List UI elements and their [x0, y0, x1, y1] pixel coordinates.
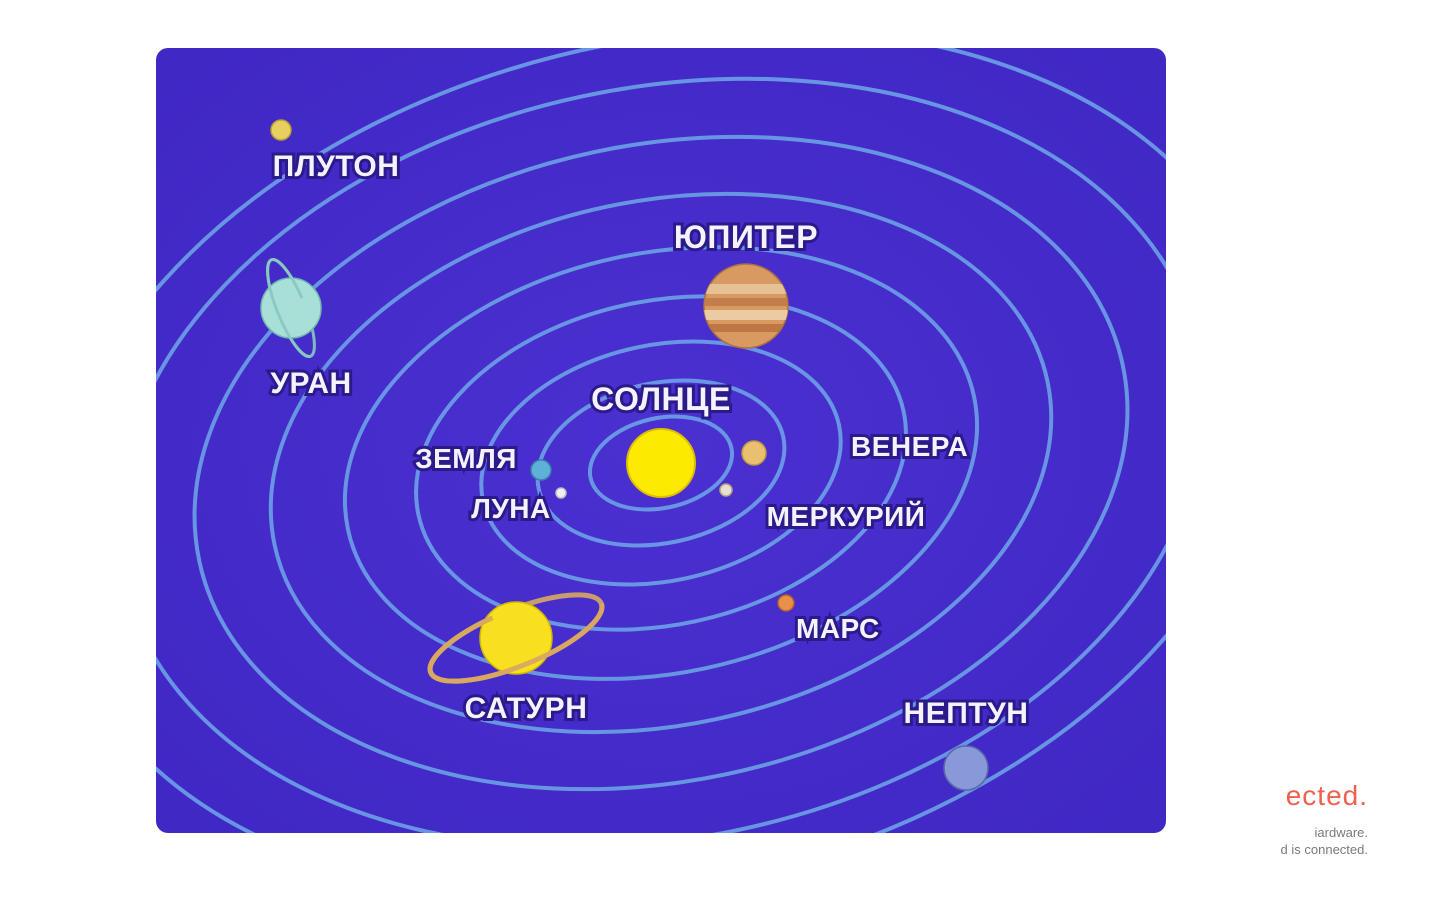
body-нептун: [944, 746, 988, 790]
footer-red-fragment: ected.: [1286, 780, 1368, 812]
body-юпитер: [704, 264, 788, 348]
body-земля: [531, 460, 551, 480]
sun-label: СОЛНЦЕ: [591, 381, 731, 417]
body-марс: [778, 595, 794, 611]
body-меркурий: [720, 484, 732, 496]
diagram-svg: СОЛНЦЕ МЕРКУРИЙ ВЕНЕРА ЗЕМЛЯ ЛУНА МАРС ЮПИТЕР С…: [156, 48, 1166, 833]
label-венера: ВЕНЕРА: [851, 431, 968, 462]
label-меркурий: МЕРКУРИЙ: [767, 500, 926, 532]
body-плутон: [271, 120, 291, 140]
footer-hardware-line: iardware.: [1315, 825, 1368, 840]
body-луна: [556, 488, 566, 498]
label-уран: УРАН: [270, 367, 351, 400]
label-сатурн: САТУРН: [465, 692, 588, 725]
label-плутон: ПЛУТОН: [273, 150, 400, 183]
label-марс: МАРС: [796, 613, 880, 644]
solar-system-diagram: СОЛНЦЕ МЕРКУРИЙ ВЕНЕРА ЗЕМЛЯ ЛУНА МАРС ЮПИТЕР С…: [156, 48, 1166, 833]
label-нептун: НЕПТУН: [904, 697, 1029, 730]
sun-body: [627, 429, 695, 497]
body-венера: [742, 441, 766, 465]
label-луна: ЛУНА: [471, 493, 551, 524]
label-земля: ЗЕМЛЯ: [415, 443, 517, 474]
footer-connected-line: d is connected.: [1281, 842, 1368, 857]
label-юпитер: ЮПИТЕР: [674, 219, 818, 255]
